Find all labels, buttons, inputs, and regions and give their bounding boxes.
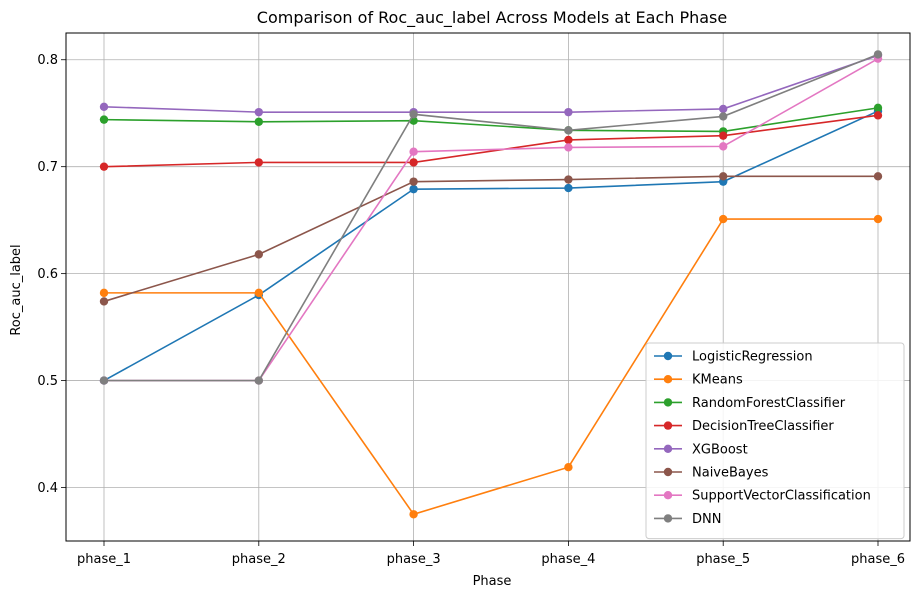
y-axis-label: Roc_auc_label (9, 244, 24, 335)
series-line-naivebayes (104, 176, 878, 301)
data-point-supportvectorclassification (564, 143, 572, 151)
y-tick-label: 0.6 (37, 267, 58, 282)
series-line-dnn (104, 54, 878, 380)
data-point-decisiontreeclassifier (409, 158, 417, 166)
data-point-kmeans (255, 289, 263, 297)
data-point-kmeans (100, 289, 108, 297)
legend-label: XGBoost (692, 442, 748, 457)
legend-label: RandomForestClassifier (692, 396, 846, 411)
legend-label: DNN (692, 512, 721, 527)
legend-label: SupportVectorClassification (692, 489, 871, 504)
legend-label: KMeans (692, 373, 743, 388)
data-point-dnn (719, 112, 727, 120)
x-axis-label: Phase (473, 574, 512, 589)
legend-box (646, 343, 904, 539)
data-point-decisiontreeclassifier (719, 131, 727, 139)
data-point-dnn (100, 376, 108, 384)
data-point-randomforestclassifier (100, 115, 108, 123)
legend-marker (664, 445, 672, 453)
data-point-supportvectorclassification (409, 148, 417, 156)
legend-marker (664, 421, 672, 429)
x-tick-label: phase_3 (387, 552, 441, 567)
legend-marker (664, 375, 672, 383)
data-point-decisiontreeclassifier (564, 136, 572, 144)
data-point-randomforestclassifier (874, 104, 882, 112)
data-point-xgboost (100, 103, 108, 111)
chart-title: Comparison of Roc_auc_label Across Model… (257, 8, 727, 28)
data-point-dnn (409, 110, 417, 118)
y-tick-label: 0.4 (37, 481, 58, 496)
series-line-xgboost (104, 55, 878, 112)
x-tick-label: phase_6 (851, 552, 905, 567)
x-tick-label: phase_4 (541, 552, 595, 567)
data-point-kmeans (409, 510, 417, 518)
data-point-xgboost (564, 108, 572, 116)
data-point-kmeans (564, 463, 572, 471)
data-point-randomforestclassifier (255, 118, 263, 126)
data-point-xgboost (255, 108, 263, 116)
data-point-xgboost (719, 105, 727, 113)
data-point-kmeans (874, 215, 882, 223)
data-point-naivebayes (874, 172, 882, 180)
y-tick-label: 0.5 (37, 374, 58, 389)
legend-marker (664, 514, 672, 522)
legend-marker (664, 352, 672, 360)
data-point-naivebayes (719, 172, 727, 180)
data-point-naivebayes (409, 177, 417, 185)
y-tick-label: 0.8 (37, 53, 58, 68)
x-tick-label: phase_2 (232, 552, 286, 567)
legend-marker (664, 468, 672, 476)
x-tick-label: phase_1 (77, 552, 131, 567)
data-point-dnn (874, 50, 882, 58)
data-point-dnn (255, 376, 263, 384)
data-point-dnn (564, 126, 572, 134)
data-point-logisticregression (409, 185, 417, 193)
data-point-decisiontreeclassifier (874, 111, 882, 119)
data-point-naivebayes (564, 175, 572, 183)
data-point-logisticregression (564, 184, 572, 192)
data-point-decisiontreeclassifier (255, 158, 263, 166)
data-point-supportvectorclassification (719, 142, 727, 150)
y-tick-label: 0.7 (37, 160, 58, 175)
data-point-naivebayes (100, 297, 108, 305)
legend-label: LogisticRegression (692, 350, 813, 365)
legend-label: NaiveBayes (692, 466, 769, 481)
legend-label: DecisionTreeClassifier (692, 419, 834, 434)
data-point-kmeans (719, 215, 727, 223)
legend: LogisticRegression KMeans RandomForestClas… (646, 343, 904, 539)
x-tick-label: phase_5 (696, 552, 750, 567)
legend-marker (664, 398, 672, 406)
data-point-decisiontreeclassifier (100, 162, 108, 170)
legend-marker (664, 491, 672, 499)
data-point-naivebayes (255, 250, 263, 258)
